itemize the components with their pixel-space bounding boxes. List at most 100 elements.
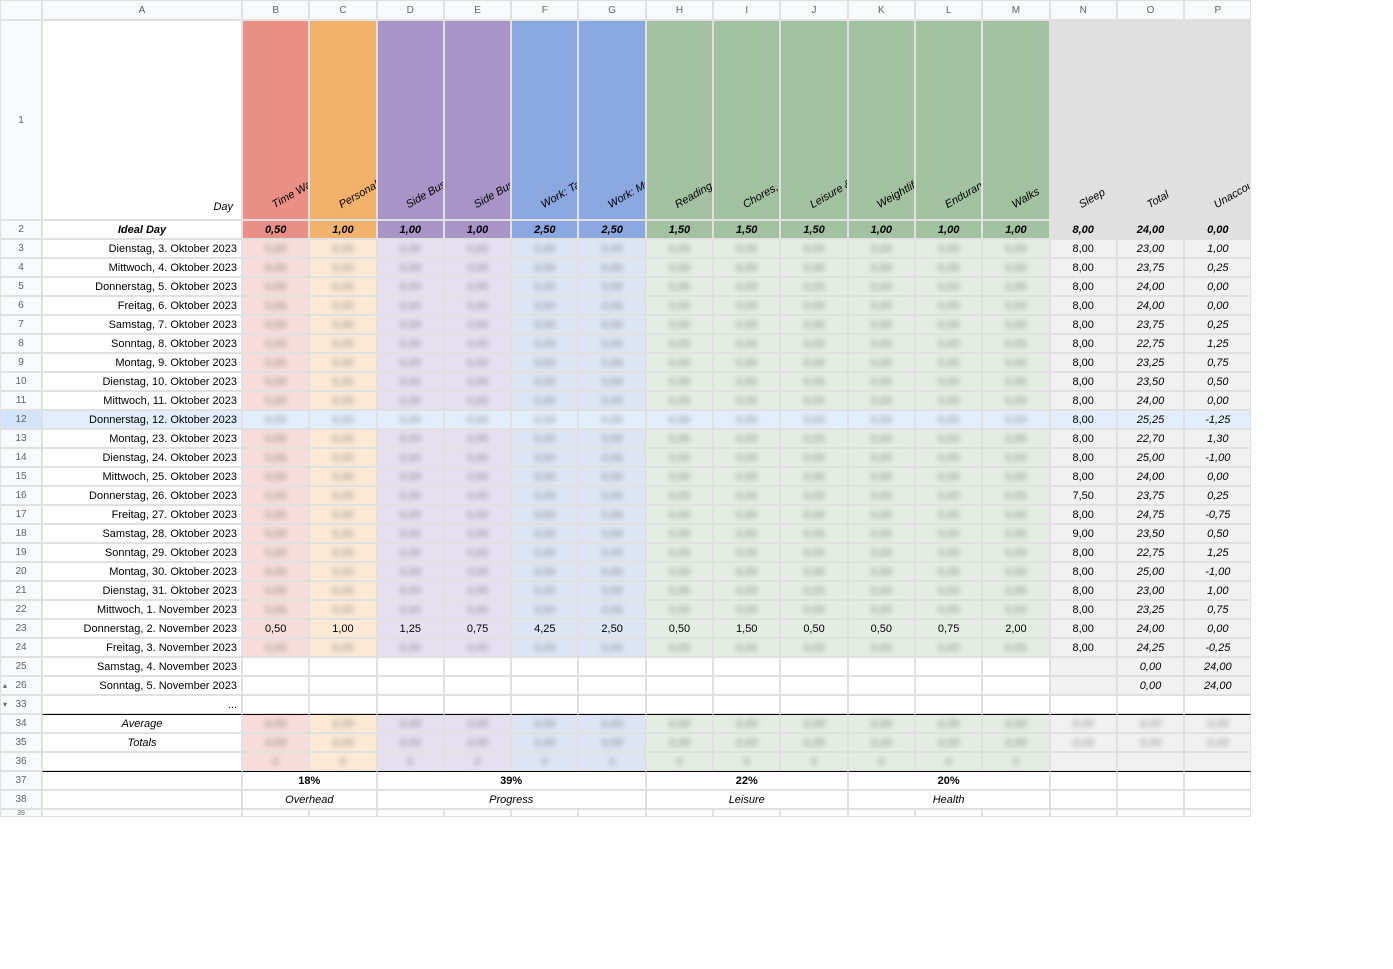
cell-r35-I[interactable]: 0,00 <box>713 733 780 752</box>
cell-r14-P[interactable]: -1,00 <box>1184 448 1251 467</box>
row-header-8[interactable]: 8 <box>0 334 42 353</box>
cell-r39-O[interactable] <box>1117 809 1184 817</box>
cell-r18-B[interactable]: 0,00 <box>242 524 309 543</box>
header-cell-C[interactable]: Personal Order <box>309 20 376 220</box>
cell-r39-K[interactable] <box>848 809 915 817</box>
cell-r19-M[interactable]: 0,00 <box>982 543 1049 562</box>
cell-r6-A[interactable]: Freitag, 6. Oktober 2023 <box>42 296 242 315</box>
row-header-2[interactable]: 2 <box>0 220 42 239</box>
cell-r24-J[interactable]: 0,00 <box>780 638 847 657</box>
cell-r36-O[interactable] <box>1117 752 1184 771</box>
cell-r33-B[interactable] <box>242 695 309 714</box>
cell-r26-G[interactable] <box>578 676 645 695</box>
cell-r5-K[interactable]: 0,00 <box>848 277 915 296</box>
cell-r12-I[interactable]: 0,00 <box>713 410 780 429</box>
cell-r7-L[interactable]: 0,00 <box>915 315 982 334</box>
cell-r16-P[interactable]: 0,25 <box>1184 486 1251 505</box>
cell-r20-P[interactable]: -1,00 <box>1184 562 1251 581</box>
cell-r23-P[interactable]: 0,00 <box>1184 619 1251 638</box>
row-header-17[interactable]: 17 <box>0 505 42 524</box>
cell-r13-M[interactable]: 0,00 <box>982 429 1049 448</box>
cell-r25-G[interactable] <box>578 657 645 676</box>
cell-r15-L[interactable]: 0,00 <box>915 467 982 486</box>
cell-r9-O[interactable]: 23,25 <box>1117 353 1184 372</box>
cell-r39-F[interactable] <box>511 809 578 817</box>
cell-r12-J[interactable]: 0,00 <box>780 410 847 429</box>
cell-r39-J[interactable] <box>780 809 847 817</box>
cell-r12-D[interactable]: 0,00 <box>377 410 444 429</box>
ideal-F[interactable]: 2,50 <box>511 220 578 239</box>
cell-r21-D[interactable]: 0,00 <box>377 581 444 600</box>
group-leisure[interactable]: Leisure <box>646 790 848 809</box>
cell-r39-I[interactable] <box>713 809 780 817</box>
cell-r5-H[interactable]: 0,00 <box>646 277 713 296</box>
cell-r10-I[interactable]: 0,00 <box>713 372 780 391</box>
cell-r35-G[interactable]: 0,00 <box>578 733 645 752</box>
cell-r34-L[interactable]: 0,00 <box>915 714 982 733</box>
cell-r8-D[interactable]: 0,00 <box>377 334 444 353</box>
cell-r22-I[interactable]: 0,00 <box>713 600 780 619</box>
row-header-3[interactable]: 3 <box>0 239 42 258</box>
cell-r34-D[interactable]: 0,00 <box>377 714 444 733</box>
cell-r24-C[interactable]: 0,00 <box>309 638 376 657</box>
cell-r33-M[interactable] <box>982 695 1049 714</box>
cell-r20-O[interactable]: 25,00 <box>1117 562 1184 581</box>
ideal-M[interactable]: 1,00 <box>982 220 1049 239</box>
cell-r35-B[interactable]: 0,00 <box>242 733 309 752</box>
cell-r34-J[interactable]: 0,00 <box>780 714 847 733</box>
ideal-J[interactable]: 1,50 <box>780 220 847 239</box>
cell-r39-H[interactable] <box>646 809 713 817</box>
cell-r13-G[interactable]: 0,00 <box>578 429 645 448</box>
row-header-35[interactable]: 35 <box>0 733 42 752</box>
cell-r20-B[interactable]: 0,00 <box>242 562 309 581</box>
ideal-B[interactable]: 0,50 <box>242 220 309 239</box>
cell-r11-I[interactable]: 0,00 <box>713 391 780 410</box>
cell-r22-C[interactable]: 0,00 <box>309 600 376 619</box>
cell-r16-L[interactable]: 0,00 <box>915 486 982 505</box>
cell-r16-A[interactable]: Donnerstag, 26. Oktober 2023 <box>42 486 242 505</box>
cell-r34-M[interactable]: 0,00 <box>982 714 1049 733</box>
cell-r8-C[interactable]: 0,00 <box>309 334 376 353</box>
cell-r4-P[interactable]: 0,25 <box>1184 258 1251 277</box>
cell-r36-H[interactable]: 0 <box>646 752 713 771</box>
cell-r25-D[interactable] <box>377 657 444 676</box>
ideal-E[interactable]: 1,00 <box>444 220 511 239</box>
cell-r21-O[interactable]: 23,00 <box>1117 581 1184 600</box>
row-header-1[interactable]: 1 <box>0 20 42 220</box>
cell-r21-E[interactable]: 0,00 <box>444 581 511 600</box>
cell-r19-C[interactable]: 0,00 <box>309 543 376 562</box>
header-cell-P[interactable]: Unaccounted <box>1184 20 1251 220</box>
cell-r14-C[interactable]: 0,00 <box>309 448 376 467</box>
cell-r34-B[interactable]: 0,00 <box>242 714 309 733</box>
row-header-26[interactable]: 26 <box>0 676 42 695</box>
cell-r36-E[interactable]: 0 <box>444 752 511 771</box>
cell-r23-A[interactable]: Donnerstag, 2. November 2023 <box>42 619 242 638</box>
ideal-L[interactable]: 1,00 <box>915 220 982 239</box>
cell-r3-K[interactable]: 0,00 <box>848 239 915 258</box>
cell-r11-P[interactable]: 0,00 <box>1184 391 1251 410</box>
cell-r26-B[interactable] <box>242 676 309 695</box>
cell-r36-K[interactable]: 0 <box>848 752 915 771</box>
cell-r16-O[interactable]: 23,75 <box>1117 486 1184 505</box>
cell-r4-D[interactable]: 0,00 <box>377 258 444 277</box>
cell-r21-C[interactable]: 0,00 <box>309 581 376 600</box>
row-header-25[interactable]: 25 <box>0 657 42 676</box>
cell-r13-C[interactable]: 0,00 <box>309 429 376 448</box>
cell-r25-F[interactable] <box>511 657 578 676</box>
cell-r11-G[interactable]: 0,00 <box>578 391 645 410</box>
cell-r19-N[interactable]: 8,00 <box>1050 543 1117 562</box>
cell-r18-A[interactable]: Samstag, 28. Oktober 2023 <box>42 524 242 543</box>
cell-r23-F[interactable]: 4,25 <box>511 619 578 638</box>
cell-r23-H[interactable]: 0,50 <box>646 619 713 638</box>
cell-r7-F[interactable]: 0,00 <box>511 315 578 334</box>
cell-r3-P[interactable]: 1,00 <box>1184 239 1251 258</box>
cell-r8-K[interactable]: 0,00 <box>848 334 915 353</box>
row-header-24[interactable]: 24 <box>0 638 42 657</box>
cell-r12-E[interactable]: 0,00 <box>444 410 511 429</box>
cell-r13-B[interactable]: 0,00 <box>242 429 309 448</box>
cell-r12-M[interactable]: 0,00 <box>982 410 1049 429</box>
cell-r19-K[interactable]: 0,00 <box>848 543 915 562</box>
cell-r8-F[interactable]: 0,00 <box>511 334 578 353</box>
cell-r35-M[interactable]: 0,00 <box>982 733 1049 752</box>
row-header-22[interactable]: 22 <box>0 600 42 619</box>
